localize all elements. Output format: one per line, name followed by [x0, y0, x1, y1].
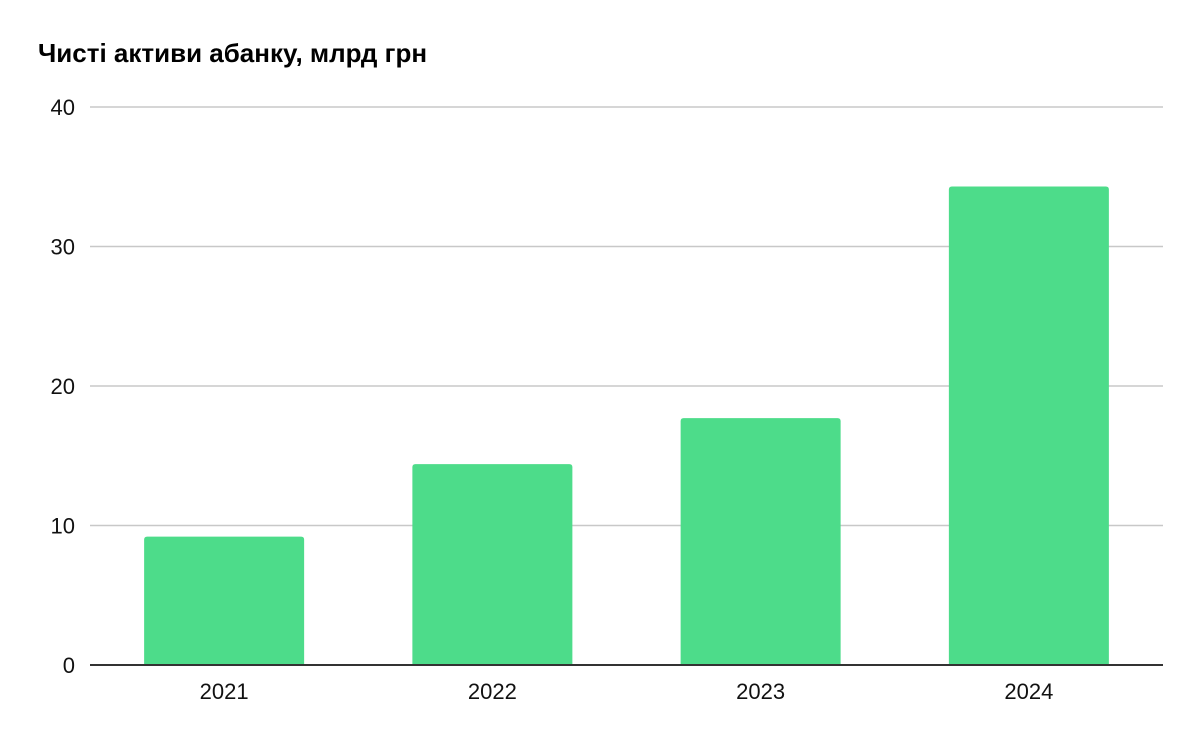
y-tick-label: 30	[51, 235, 75, 260]
x-tick-label: 2024	[1004, 679, 1053, 704]
bar-2023	[680, 418, 841, 665]
y-tick-label: 40	[51, 95, 75, 120]
bar-2021	[144, 536, 305, 665]
y-tick-label: 0	[63, 653, 75, 678]
x-tick-label: 2023	[736, 679, 785, 704]
x-tick-label: 2022	[468, 679, 517, 704]
bar-2022	[412, 464, 573, 665]
x-tick-label: 2021	[200, 679, 249, 704]
chart-title: Чисті активи абанку, млрд грн	[38, 38, 428, 68]
y-tick-label: 20	[51, 374, 75, 399]
y-tick-label: 10	[51, 514, 75, 539]
bar-2024	[948, 186, 1109, 665]
